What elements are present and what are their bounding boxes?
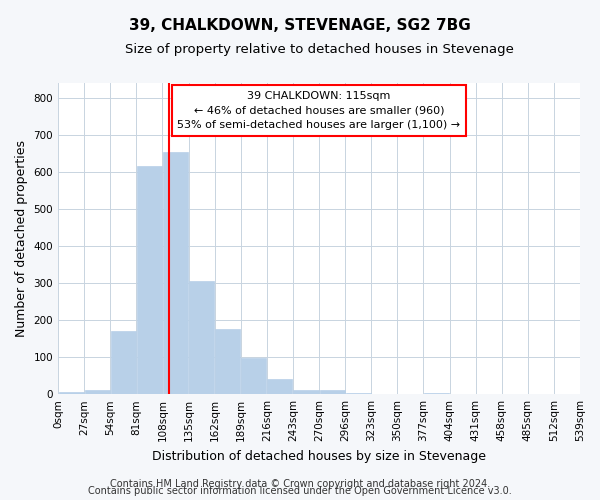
Bar — [293, 390, 319, 394]
Text: 39 CHALKDOWN: 115sqm
← 46% of detached houses are smaller (960)
53% of semi-deta: 39 CHALKDOWN: 115sqm ← 46% of detached h… — [178, 91, 461, 130]
Bar — [268, 380, 292, 394]
Text: Contains HM Land Registry data © Crown copyright and database right 2024.: Contains HM Land Registry data © Crown c… — [110, 479, 490, 489]
Text: 39, CHALKDOWN, STEVENAGE, SG2 7BG: 39, CHALKDOWN, STEVENAGE, SG2 7BG — [129, 18, 471, 32]
Bar — [215, 330, 240, 394]
Bar — [111, 331, 136, 394]
Bar — [59, 392, 83, 394]
Y-axis label: Number of detached properties: Number of detached properties — [15, 140, 28, 337]
Bar — [163, 152, 188, 394]
Text: Contains public sector information licensed under the Open Government Licence v3: Contains public sector information licen… — [88, 486, 512, 496]
Bar — [85, 390, 110, 394]
X-axis label: Distribution of detached houses by size in Stevenage: Distribution of detached houses by size … — [152, 450, 486, 462]
Bar — [320, 390, 344, 394]
Title: Size of property relative to detached houses in Stevenage: Size of property relative to detached ho… — [125, 42, 514, 56]
Bar — [241, 358, 266, 394]
Bar — [137, 166, 162, 394]
Bar — [189, 281, 214, 394]
